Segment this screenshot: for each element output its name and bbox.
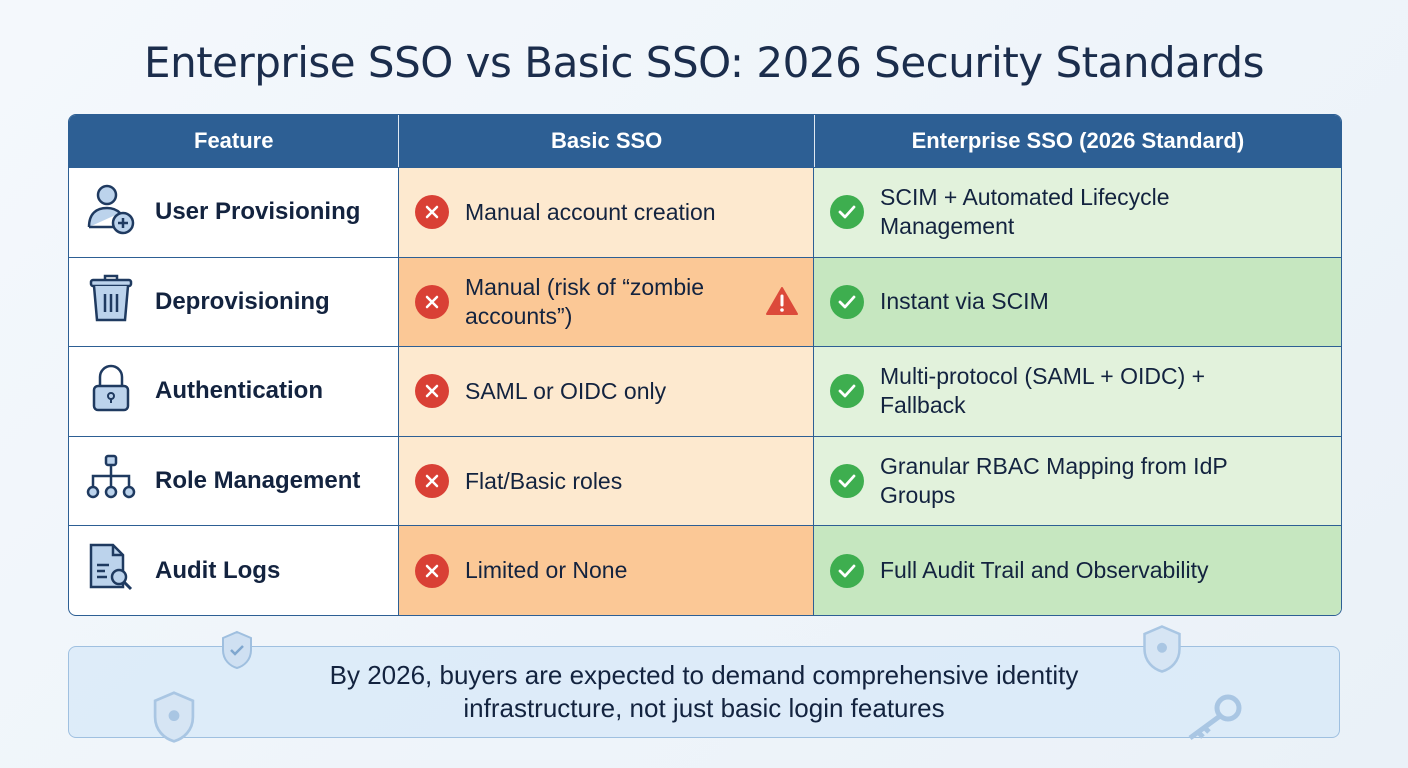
header-basic-sso: Basic SSO <box>399 115 815 167</box>
basic-sso-cell: Manual (risk of “zombie accounts”) <box>399 257 814 347</box>
hierarchy-icon <box>83 450 155 513</box>
cross-icon <box>415 284 449 319</box>
feature-label: User Provisioning <box>155 198 361 226</box>
footer-text: By 2026, buyers are expected to demand c… <box>329 660 1079 723</box>
comparison-table: Feature Basic SSO Enterprise SSO (2026 S… <box>68 114 1342 616</box>
basic-sso-cell: Flat/Basic roles <box>399 436 814 526</box>
document-search-icon <box>83 539 155 602</box>
enterprise-sso-text: Granular RBAC Mapping from IdP Groups <box>880 453 1228 509</box>
cross-icon <box>415 195 449 230</box>
user-add-icon <box>83 181 155 244</box>
enterprise-sso-cell: Full Audit Trail and Observability <box>814 526 1341 615</box>
shield-lock-icon <box>153 691 195 743</box>
feature-label: Audit Logs <box>155 556 281 584</box>
check-icon <box>830 284 864 319</box>
lock-icon <box>83 360 155 423</box>
key-icon <box>1188 694 1242 741</box>
feature-label: Role Management <box>155 467 361 495</box>
enterprise-sso-text: Full Audit Trail and Observability <box>880 557 1209 584</box>
trash-icon <box>83 270 155 333</box>
table-row: Audit Logs Limited or None Full Audit Tr… <box>69 525 1341 615</box>
table-row: Role Management Flat/Basic roles Granula… <box>69 435 1341 526</box>
check-icon <box>830 374 864 409</box>
shield-lock-icon <box>1143 625 1181 673</box>
header-feature: Feature <box>69 115 400 167</box>
basic-sso-cell: Limited or None <box>399 526 814 615</box>
shield-check-icon <box>222 630 252 670</box>
basic-sso-text: Manual account creation <box>465 198 716 225</box>
feature-cell: User Provisioning <box>69 168 399 257</box>
feature-cell: Deprovisioning <box>69 257 399 347</box>
enterprise-sso-text: SCIM + Automated Lifecycle Management <box>880 184 1170 240</box>
basic-sso-cell: Manual account creation <box>399 168 814 257</box>
feature-label: Authentication <box>155 377 323 405</box>
page-title: Enterprise SSO vs Basic SSO: 2026 Securi… <box>144 38 1264 87</box>
feature-label: Deprovisioning <box>155 287 330 315</box>
basic-sso-text: Flat/Basic roles <box>465 467 623 494</box>
enterprise-sso-text: Instant via SCIM <box>880 288 1049 315</box>
enterprise-sso-cell: SCIM + Automated Lifecycle Management <box>814 168 1341 257</box>
table-row: User Provisioning Manual account creatio… <box>69 167 1341 257</box>
cross-icon <box>415 464 449 499</box>
warning-icon <box>765 286 799 322</box>
basic-sso-text: Manual (risk of “zombie accounts”) <box>465 273 705 329</box>
basic-sso-cell: SAML or OIDC only <box>399 347 814 436</box>
table-row: Deprovisioning Manual (risk of “zombie a… <box>69 256 1341 347</box>
feature-cell: Audit Logs <box>69 526 399 615</box>
cross-icon <box>415 553 449 588</box>
header-enterprise-sso: Enterprise SSO (2026 Standard) <box>911 128 1245 153</box>
basic-sso-text: Limited or None <box>465 557 628 584</box>
check-icon <box>830 195 864 230</box>
enterprise-sso-cell: Instant via SCIM <box>814 257 1341 347</box>
basic-sso-text: SAML or OIDC only <box>465 377 667 404</box>
enterprise-sso-cell: Granular RBAC Mapping from IdP Groups <box>814 436 1341 526</box>
table-header: Feature Basic SSO Enterprise SSO (2026 S… <box>69 115 1341 167</box>
enterprise-sso-text: Multi-protocol (SAML + OIDC) + Fallback <box>880 363 1206 419</box>
feature-cell: Authentication <box>69 347 399 436</box>
check-icon <box>830 553 864 588</box>
check-icon <box>830 464 864 499</box>
feature-cell: Role Management <box>69 436 399 526</box>
enterprise-sso-cell: Multi-protocol (SAML + OIDC) + Fallback <box>814 347 1341 436</box>
footer-note: By 2026, buyers are expected to demand c… <box>68 646 1340 738</box>
table-row: Authentication SAML or OIDC only Multi-p… <box>69 346 1341 436</box>
cross-icon <box>415 374 449 409</box>
